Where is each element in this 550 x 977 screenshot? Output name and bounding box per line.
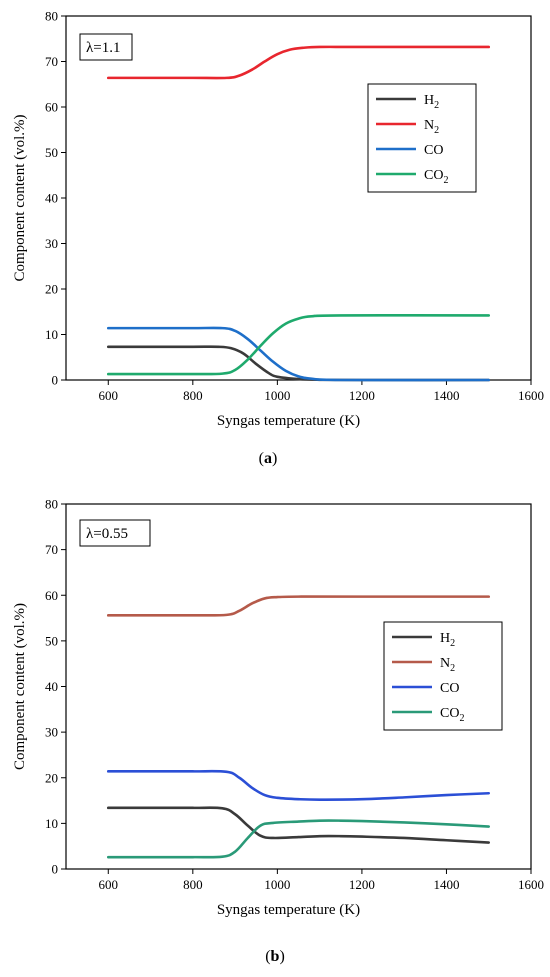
annotation-box [79, 33, 133, 61]
x-tick-label: 600 [99, 877, 119, 892]
legend-subscript: 2 [459, 713, 464, 724]
legend-label: CO [440, 706, 459, 721]
legend-label: CO [424, 143, 443, 158]
y-tick-label: 70 [45, 54, 58, 69]
y-tick-label: 20 [45, 282, 58, 297]
x-tick-label: 1600 [518, 877, 544, 892]
series-line-n2 [106, 595, 491, 617]
annotation-box [79, 519, 151, 547]
y-axis-title: Component content (vol.%) [12, 603, 28, 770]
legend-entry: CO2 [424, 168, 448, 186]
legend-subscript: 2 [450, 663, 455, 674]
legend-entry: CO2 [440, 706, 464, 724]
lambda-annotation: λ=0.55 [86, 526, 128, 542]
x-tick-label: 1600 [518, 388, 544, 403]
series-line-co [106, 326, 491, 382]
y-tick-label: 80 [45, 9, 58, 24]
legend-entry: CO [440, 681, 459, 696]
y-tick-label: 10 [45, 327, 58, 342]
x-tick-label: 1200 [349, 388, 375, 403]
chart-panel-b: 0 10 20 30 40 50 60 70 80 600 800 1000 1200 1400 1600 S… [12, 497, 544, 919]
y-tick-label: 0 [52, 862, 59, 877]
series-line-co2 [106, 314, 491, 376]
legend-entry: H2 [424, 93, 439, 111]
plot-frame [65, 15, 532, 381]
y-axis-title: Component content (vol.%) [12, 114, 28, 281]
x-tick-label: 800 [183, 388, 203, 403]
y-tick-label: 20 [45, 770, 58, 785]
legend-entry: N2 [424, 118, 439, 136]
y-tick-label: 30 [45, 236, 58, 251]
legend-subscript: 2 [434, 100, 439, 111]
panel-letter: a [264, 450, 272, 467]
y-tick-label: 80 [45, 497, 58, 512]
y-tick-label: 30 [45, 725, 58, 740]
chart-panel-a: 0 10 20 30 40 50 60 70 80 600 800 1000 1200 1400 1600 S… [12, 9, 544, 430]
y-tick-label: 70 [45, 542, 58, 557]
y-tick-label: 0 [52, 373, 59, 388]
legend-subscript: 2 [443, 175, 448, 186]
legend-subscript: 2 [434, 125, 439, 136]
x-tick-label: 600 [99, 388, 119, 403]
x-tick-label: 1000 [264, 877, 290, 892]
legend-label: CO [440, 681, 459, 696]
legend-entry: N2 [440, 656, 455, 674]
series-line-co2 [106, 819, 491, 859]
y-tick-label: 50 [45, 145, 58, 160]
legend-label: CO [424, 168, 443, 183]
x-tick-label: 1200 [349, 877, 375, 892]
legend-label: N [424, 118, 434, 133]
panel-caption: (b) [265, 948, 285, 965]
y-tick-label: 50 [45, 633, 58, 648]
y-tick-label: 60 [45, 588, 58, 603]
y-tick-label: 40 [45, 191, 58, 206]
series-line-h2 [106, 806, 491, 844]
x-tick-label: 1400 [433, 388, 459, 403]
x-tick-label: 1000 [264, 388, 290, 403]
legend-entry: H2 [440, 631, 455, 649]
x-tick-label: 800 [183, 877, 203, 892]
series-line-n2 [106, 45, 491, 80]
y-tick-label: 10 [45, 816, 58, 831]
x-axis-title: Syngas temperature (K) [217, 413, 360, 429]
legend-entry: CO [424, 143, 443, 158]
legend-subscript: 2 [450, 638, 455, 649]
lambda-annotation: λ=1.1 [86, 40, 120, 56]
x-tick-label: 1400 [433, 877, 459, 892]
legend-label: N [440, 656, 450, 671]
x-axis-title: Syngas temperature (K) [217, 902, 360, 918]
y-tick-label: 60 [45, 100, 58, 115]
panel-caption: (a) [259, 450, 278, 467]
series-line-co [106, 769, 491, 801]
legend-label: H [424, 93, 434, 108]
y-tick-label: 40 [45, 679, 58, 694]
legend-label: H [440, 631, 450, 646]
panel-letter: b [271, 948, 280, 965]
